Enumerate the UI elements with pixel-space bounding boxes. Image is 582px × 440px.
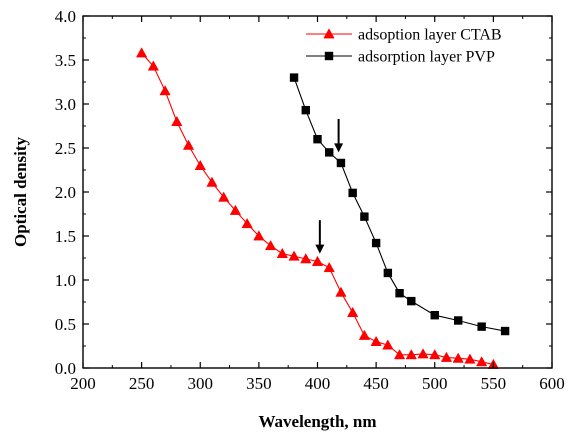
triangle-point: [136, 48, 146, 57]
x-axis-title: Wavelength, nm: [258, 412, 376, 431]
triangle-point: [183, 140, 193, 149]
legend-label: adsoption layer CTAB: [358, 27, 502, 44]
triangle-point: [359, 330, 369, 339]
triangle-point: [371, 336, 381, 345]
legend-label: adsorption layer PVP: [358, 49, 495, 66]
square-point: [290, 73, 298, 81]
x-tick-label: 550: [481, 374, 507, 393]
y-tick-label: 2.5: [55, 139, 76, 158]
y-axis-title: Optical density: [11, 136, 30, 247]
square-point: [360, 212, 368, 220]
triangle-point: [347, 307, 357, 316]
x-tick-label: 450: [363, 374, 389, 393]
square-point: [501, 327, 509, 335]
square-point: [477, 322, 485, 330]
square-point: [384, 269, 392, 277]
triangle-point: [195, 160, 205, 169]
y-tick-label: 1.0: [55, 271, 76, 290]
legend-entry-1: adsoption layer CTAB: [306, 27, 502, 44]
triangle-point: [277, 248, 287, 257]
square-point: [313, 135, 321, 143]
square-point: [325, 148, 333, 156]
triangle-point: [336, 287, 346, 296]
triangle-point: [160, 86, 170, 95]
y-tick-label: 4.0: [55, 7, 76, 26]
y-tick-label: 0.0: [55, 359, 76, 378]
series-line: [142, 53, 494, 365]
triangle-point: [324, 262, 334, 271]
x-tick-label: 300: [188, 374, 214, 393]
legend-square-marker: [325, 52, 333, 60]
triangle-point: [207, 177, 217, 186]
square-point: [431, 311, 439, 319]
y-tick-label: 1.5: [55, 227, 76, 246]
annotation-arrow: [315, 220, 324, 253]
legend: adsoption layer CTAB adsorption layer PVP: [306, 27, 502, 66]
square-point: [454, 316, 462, 324]
arrow-head: [315, 245, 324, 254]
annotation-arrow: [334, 119, 343, 152]
y-tick-label: 0.5: [55, 315, 76, 334]
square-point: [407, 297, 415, 305]
x-tick-label: 400: [305, 374, 331, 393]
square-point: [372, 239, 380, 247]
square-point: [337, 159, 345, 167]
triangle-point: [418, 349, 428, 358]
triangle-point: [265, 240, 275, 249]
arrow-head: [334, 143, 343, 152]
x-tick-label: 250: [129, 374, 155, 393]
series-2: [290, 73, 509, 335]
y-tick-label: 2.0: [55, 183, 76, 202]
y-tick-label: 3.0: [55, 95, 76, 114]
x-tick-label: 600: [539, 374, 565, 393]
plot-marks: [136, 48, 509, 369]
square-point: [302, 106, 310, 114]
series-1: [136, 48, 498, 369]
x-tick-label: 350: [246, 374, 272, 393]
triangle-point: [172, 116, 182, 125]
x-tick-label: 500: [422, 374, 448, 393]
legend-entry-2: adsorption layer PVP: [306, 49, 495, 66]
square-point: [348, 189, 356, 197]
square-point: [395, 289, 403, 297]
y-tick-label: 3.5: [55, 51, 76, 70]
